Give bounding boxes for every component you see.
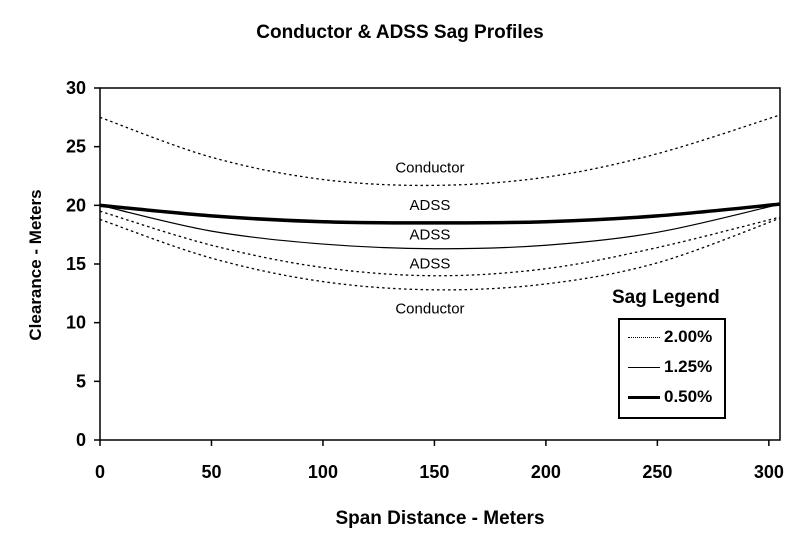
annotation-label: Conductor [395, 300, 464, 317]
annotation-label: Conductor [395, 159, 464, 176]
legend-entry-thick: 0.50% [624, 387, 724, 409]
y-tick-label: 20 [66, 195, 86, 215]
x-tick-label: 50 [201, 462, 221, 482]
chart-title: Conductor & ADSS Sag Profiles [256, 22, 544, 43]
x-tick-label: 100 [308, 462, 338, 482]
annotation-label: ADSS [410, 256, 451, 273]
x-axis-title: Span Distance - Meters [335, 508, 545, 529]
x-tick-label: 0 [95, 462, 105, 482]
annotation-label: ADSS [410, 197, 451, 214]
y-tick-label: 0 [76, 430, 86, 450]
x-tick-label: 200 [531, 462, 561, 482]
legend-swatch-thick [628, 396, 660, 399]
series-line-adss-dotted [99, 210, 781, 277]
legend-label: 0.50% [664, 387, 713, 406]
y-tick-label: 25 [66, 137, 86, 157]
y-tick-label: 10 [66, 313, 86, 333]
x-tick-label: 250 [642, 462, 672, 482]
legend-label: 2.00% [664, 327, 713, 346]
series-line-adss-thick [99, 202, 781, 225]
legend-label: 1.25% [664, 357, 713, 376]
x-tick-label: 150 [419, 462, 449, 482]
x-tick-label: 300 [754, 462, 784, 482]
y-tick-label: 30 [66, 78, 86, 98]
legend-entry-solid: 1.25% [624, 357, 724, 379]
y-tick-label: 15 [66, 254, 86, 274]
legend-entry-dotted: 2.00% [624, 327, 724, 349]
legend-swatch-dotted [628, 337, 660, 338]
legend-title: Sag Legend [612, 287, 720, 308]
annotation-label: ADSS [410, 226, 451, 243]
legend: 2.00% 1.25% 0.50% [618, 318, 726, 419]
series-line-adss-solid [99, 203, 781, 250]
legend-swatch-solid [628, 367, 660, 368]
y-axis-title: Clearance - Meters [26, 189, 45, 341]
y-tick-label: 5 [76, 371, 86, 391]
